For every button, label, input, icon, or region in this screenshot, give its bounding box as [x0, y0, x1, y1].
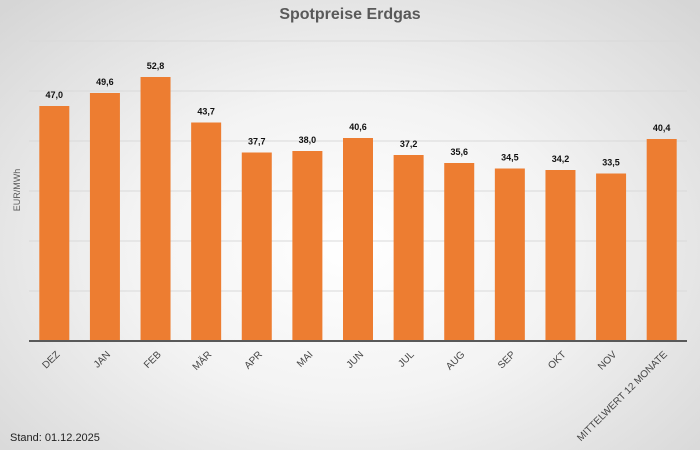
date-note: Stand: 01.12.2025	[10, 432, 100, 444]
bar	[241, 152, 272, 341]
bar	[494, 168, 525, 341]
bar	[191, 122, 222, 341]
bar	[140, 77, 171, 341]
x-tick-label: FEB	[142, 349, 164, 371]
y-axis-label: EUR/MWh	[12, 169, 22, 212]
data-label: 43,7	[197, 107, 215, 117]
x-tick-label: SEP	[496, 349, 518, 371]
bar	[39, 106, 70, 341]
x-tick-label: OKT	[546, 349, 568, 371]
data-label: 34,5	[501, 153, 519, 163]
x-tick-label: MÄR	[190, 349, 214, 373]
bar	[545, 170, 576, 341]
x-tick-label: APR	[243, 349, 265, 371]
bar	[596, 173, 627, 341]
data-label: 49,6	[96, 77, 114, 87]
data-label: 34,2	[552, 154, 570, 164]
x-tick-label: JUN	[345, 349, 367, 371]
data-label: 37,2	[400, 139, 418, 149]
bar	[393, 155, 424, 341]
x-tick-label: AUG	[444, 349, 467, 372]
bar	[292, 151, 323, 341]
x-tick-label: MAI	[295, 349, 315, 369]
data-label: 33,5	[602, 158, 620, 168]
x-tick-label: JAN	[92, 349, 113, 370]
chart-title: Spotpreise Erdgas	[279, 6, 421, 23]
bar	[444, 163, 475, 341]
data-label: 52,8	[147, 61, 165, 71]
bar	[646, 139, 677, 341]
data-label: 37,7	[248, 137, 266, 147]
x-tick-label: NOV	[596, 349, 619, 372]
x-tick-label: DEZ	[41, 349, 63, 371]
data-label: 40,4	[653, 123, 671, 133]
x-tick-label: MITTELWERT 12 MONATE	[575, 349, 670, 444]
data-label: 38,0	[299, 135, 317, 145]
data-label: 40,6	[349, 122, 367, 132]
bar	[343, 138, 373, 341]
data-label: 35,6	[450, 147, 468, 157]
bar	[89, 93, 120, 341]
data-label: 47,0	[46, 90, 64, 100]
x-tick-label: JUL	[396, 349, 417, 370]
